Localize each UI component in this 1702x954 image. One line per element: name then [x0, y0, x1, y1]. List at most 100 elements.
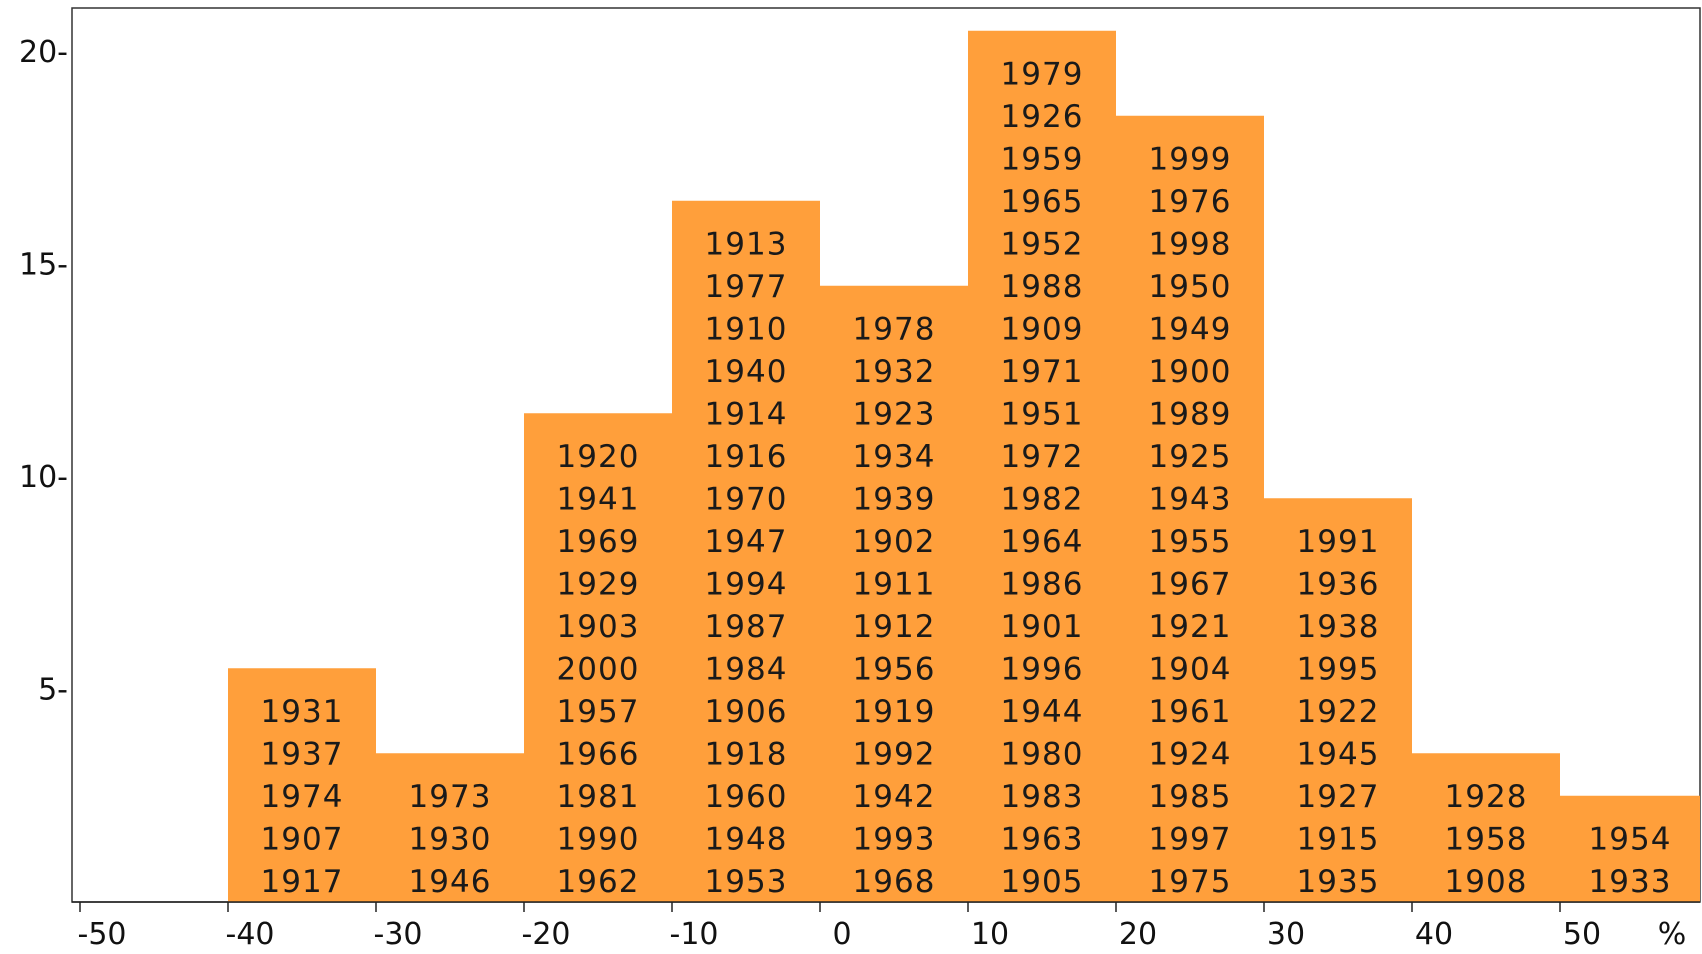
year-label: 1978 — [853, 311, 936, 347]
year-label: 1995 — [1297, 651, 1380, 687]
year-label: 1929 — [557, 566, 640, 602]
year-label: 1998 — [1149, 226, 1232, 262]
histogram-bar — [376, 753, 524, 902]
year-label: 1962 — [557, 864, 640, 900]
year-label: 1964 — [1001, 524, 1084, 560]
year-label: 1983 — [1001, 779, 1084, 815]
year-label: 1973 — [409, 779, 492, 815]
year-label: 1918 — [705, 736, 788, 772]
y-tick-label: 20- — [19, 35, 68, 70]
year-label: 1909 — [1001, 311, 1084, 347]
year-label: 1981 — [557, 779, 640, 815]
year-label: 1926 — [1001, 99, 1084, 135]
year-label: 1936 — [1297, 566, 1380, 602]
year-label: 1913 — [705, 226, 788, 262]
year-label: 1905 — [1001, 864, 1084, 900]
year-label: 1985 — [1149, 779, 1232, 815]
year-label: 1941 — [557, 481, 640, 517]
y-axis-ticks: 5- 10- 15- 20- — [19, 35, 68, 708]
year-label: 1999 — [1149, 141, 1232, 177]
year-label: 1975 — [1149, 864, 1232, 900]
year-label: 1946 — [409, 864, 492, 900]
y-tick-label: 10- — [19, 460, 68, 495]
year-label: 1934 — [853, 439, 936, 475]
year-label: 1984 — [705, 651, 788, 687]
year-label: 1953 — [705, 864, 788, 900]
year-label: 1916 — [705, 439, 788, 475]
year-label: 1910 — [705, 311, 788, 347]
year-label: 1937 — [261, 736, 344, 772]
year-label: 1955 — [1149, 524, 1232, 560]
x-tick-label: 50 — [1563, 917, 1601, 952]
year-label: 1957 — [557, 694, 640, 730]
year-label: 2000 — [557, 651, 640, 687]
year-label: 1979 — [1001, 56, 1084, 92]
year-label: 1952 — [1001, 226, 1084, 262]
x-tick-label: 0 — [832, 917, 851, 952]
year-label: 1914 — [705, 396, 788, 432]
year-label: 1991 — [1297, 524, 1380, 560]
year-label: 1958 — [1445, 821, 1528, 857]
year-label: 1919 — [853, 694, 936, 730]
year-label: 1939 — [853, 481, 936, 517]
year-label: 1900 — [1149, 354, 1232, 390]
year-label: 1935 — [1297, 864, 1380, 900]
year-label: 1997 — [1149, 821, 1232, 857]
year-label: 1990 — [557, 821, 640, 857]
year-label: 1943 — [1149, 481, 1232, 517]
year-label: 1951 — [1001, 396, 1084, 432]
year-label: 1993 — [853, 821, 936, 857]
year-label: 1938 — [1297, 609, 1380, 645]
histogram-bar — [524, 413, 672, 902]
year-label: 1945 — [1297, 736, 1380, 772]
histogram-bars — [228, 30, 1700, 902]
year-label: 1988 — [1001, 269, 1084, 305]
year-label: 1994 — [705, 566, 788, 602]
x-tick-label: -30 — [374, 917, 423, 952]
year-label: 1944 — [1001, 694, 1084, 730]
year-label: 1907 — [261, 821, 344, 857]
x-tick-label: -40 — [226, 917, 275, 952]
x-tick-label: 20 — [1119, 917, 1157, 952]
year-label: 1922 — [1297, 694, 1380, 730]
x-tick-label: 10 — [971, 917, 1009, 952]
year-label: 1923 — [853, 396, 936, 432]
year-label: 1903 — [557, 609, 640, 645]
year-label: 1911 — [853, 566, 936, 602]
year-label: 1947 — [705, 524, 788, 560]
year-label: 1961 — [1149, 694, 1232, 730]
year-label: 1925 — [1149, 439, 1232, 475]
x-axis-unit-label: % — [1658, 917, 1687, 952]
year-label: 1996 — [1001, 651, 1084, 687]
x-tick-label: 40 — [1415, 917, 1453, 952]
year-label: 1912 — [853, 609, 936, 645]
year-label: 1927 — [1297, 779, 1380, 815]
year-label: 1987 — [705, 609, 788, 645]
year-label: 1932 — [853, 354, 936, 390]
year-label: 1930 — [409, 821, 492, 857]
histogram-bar — [1116, 115, 1264, 902]
year-label: 1969 — [557, 524, 640, 560]
year-label: 1970 — [705, 481, 788, 517]
x-axis-ticks: -50 -40 -30 -20 -10 0 10 20 30 40 50 — [78, 902, 1601, 952]
year-label: 1931 — [261, 694, 344, 730]
year-label: 1901 — [1001, 609, 1084, 645]
year-label: 1966 — [557, 736, 640, 772]
year-label: 1972 — [1001, 439, 1084, 475]
year-label: 1971 — [1001, 354, 1084, 390]
year-label: 1974 — [261, 779, 344, 815]
histogram-bar — [672, 200, 820, 902]
y-tick-label: 15- — [19, 248, 68, 283]
year-label: 1921 — [1149, 609, 1232, 645]
histogram-bar — [1560, 795, 1700, 902]
year-label: 1976 — [1149, 184, 1232, 220]
x-tick-label: 30 — [1267, 917, 1305, 952]
x-tick-label: -20 — [522, 917, 571, 952]
year-label: 1917 — [261, 864, 344, 900]
year-label: 1986 — [1001, 566, 1084, 602]
year-label: 1968 — [853, 864, 936, 900]
year-label: 1982 — [1001, 481, 1084, 517]
histogram-bar — [1264, 498, 1412, 902]
year-label: 1992 — [853, 736, 936, 772]
